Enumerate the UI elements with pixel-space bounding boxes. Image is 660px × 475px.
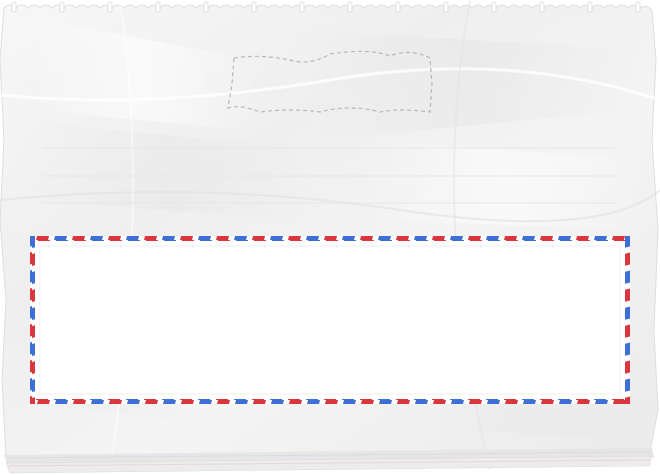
stamp-placeholder xyxy=(227,50,433,113)
airmail-border-left xyxy=(30,236,35,404)
address-box-inner xyxy=(39,245,621,395)
spiral-holes xyxy=(11,1,641,13)
airmail-border-top xyxy=(30,236,630,241)
address-box xyxy=(30,236,630,404)
writing-lines xyxy=(42,147,616,204)
stamp-placeholder-label xyxy=(240,70,426,100)
torn-bottom-edge xyxy=(4,448,654,474)
airmail-border-right xyxy=(625,236,630,404)
airmail-border-bottom xyxy=(30,399,630,404)
address-text xyxy=(48,256,608,384)
